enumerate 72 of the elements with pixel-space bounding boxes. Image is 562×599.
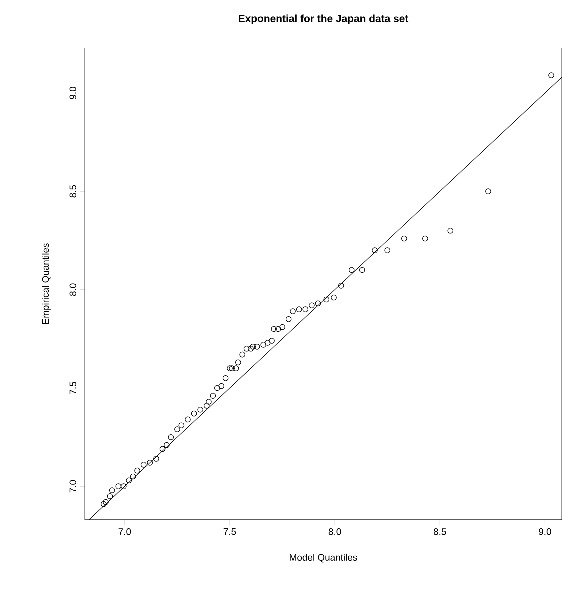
point (271, 326, 278, 332)
point (240, 352, 246, 358)
point (235, 360, 242, 366)
point (174, 426, 180, 432)
point (140, 462, 147, 468)
point (372, 248, 378, 254)
point (214, 385, 220, 392)
point (210, 393, 216, 399)
point (120, 484, 127, 490)
x-tick-label: 8.0 (328, 528, 342, 536)
point (250, 344, 256, 350)
point (248, 346, 254, 352)
point (178, 422, 185, 428)
x-tick-label: 7.0 (118, 528, 132, 536)
point (198, 406, 204, 413)
point (324, 296, 330, 303)
y-tick-label: 7.0 (70, 480, 76, 493)
point (384, 248, 390, 254)
point (290, 308, 296, 314)
point (204, 403, 210, 409)
point (315, 300, 322, 307)
point (107, 494, 114, 500)
point (233, 366, 240, 372)
point (486, 188, 492, 194)
point (302, 306, 309, 312)
point (206, 399, 212, 405)
point (280, 324, 286, 330)
point (331, 294, 337, 301)
y-axis-title: Empirical Quantiles (42, 244, 51, 324)
point (168, 434, 174, 440)
point (109, 488, 116, 494)
point (101, 501, 107, 508)
point (260, 342, 267, 348)
point (348, 267, 355, 274)
point (154, 456, 160, 462)
point (147, 460, 154, 466)
chart-title: Exponential for the Japan data set (239, 14, 409, 24)
point (227, 366, 233, 372)
y-tick-label: 8.5 (70, 185, 76, 198)
point (448, 228, 454, 234)
point (160, 446, 166, 452)
point (191, 410, 198, 417)
point (116, 484, 122, 490)
x-tick-label: 9.0 (539, 528, 552, 536)
x-tick-label: 7.5 (224, 528, 236, 536)
point (185, 416, 191, 423)
x-axis-title: Model Quantiles (290, 554, 358, 563)
point (275, 326, 282, 332)
point (229, 366, 235, 372)
point (264, 340, 271, 346)
point (254, 344, 260, 350)
point (103, 499, 109, 506)
point (359, 267, 366, 274)
point (244, 346, 250, 352)
point (286, 316, 292, 322)
point (296, 306, 302, 312)
y-tick-label: 7.5 (70, 382, 76, 394)
point (269, 338, 275, 344)
point (130, 474, 136, 480)
point (218, 383, 224, 390)
point (422, 236, 428, 242)
point (548, 72, 554, 78)
point (126, 478, 132, 484)
point (338, 283, 344, 289)
x-tick-label: 8.5 (434, 528, 446, 536)
point (309, 302, 315, 309)
point (222, 376, 229, 382)
point (134, 468, 140, 474)
point (402, 236, 408, 242)
point (164, 442, 170, 448)
y-tick-label: 8.0 (70, 284, 76, 296)
y-tick-label: 9.0 (70, 87, 76, 100)
